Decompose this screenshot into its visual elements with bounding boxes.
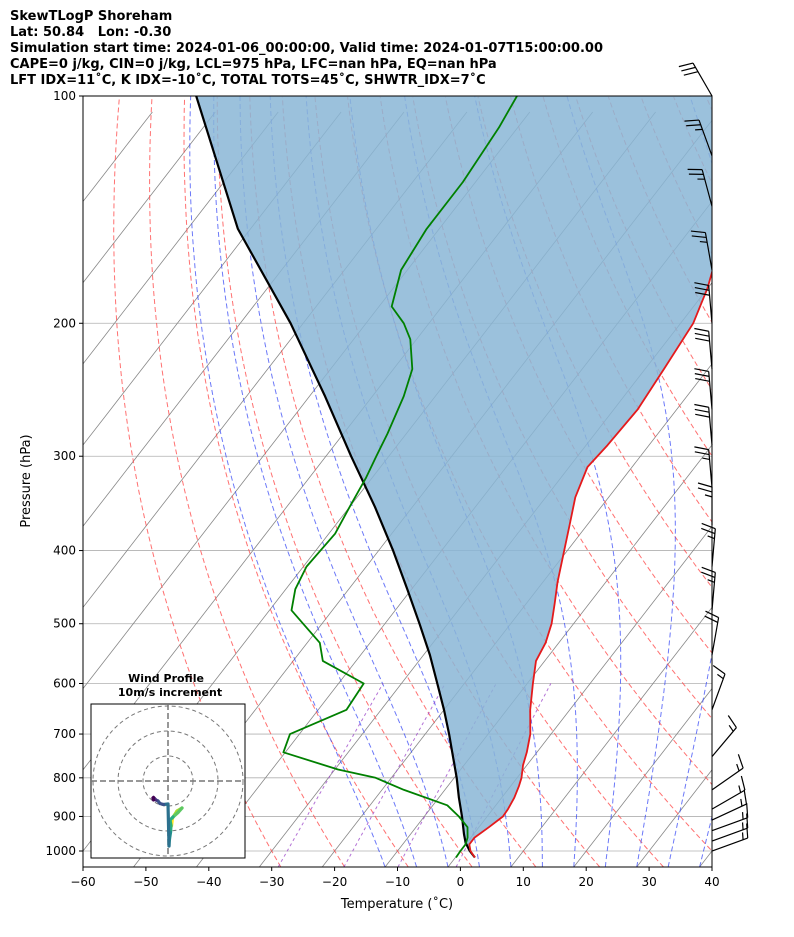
x-tick-label: 20 <box>579 875 594 889</box>
moist-adiabat <box>269 96 480 867</box>
temperature-profile-line <box>468 269 712 859</box>
wind-barb <box>694 403 713 446</box>
wind-barbs <box>678 62 749 852</box>
x-axis-label: Temperature (˚C) <box>340 896 453 912</box>
wind-barb <box>694 368 713 410</box>
isotherm-line <box>573 687 712 867</box>
wind-barb <box>711 775 746 810</box>
dry-adiabat <box>183 96 409 867</box>
wind-barb <box>711 823 749 852</box>
location-line: Lat: 50.84 Lon: -0.30 <box>10 25 172 40</box>
time-line: Simulation start time: 2024-01-06_00:00:… <box>10 41 603 56</box>
moist-adiabat <box>699 814 712 867</box>
y-tick-label: 1000 <box>45 844 76 858</box>
x-tick-label: −60 <box>70 875 95 889</box>
x-tick-label: −30 <box>259 875 284 889</box>
x-tick-label: −20 <box>322 875 347 889</box>
isotherm-line <box>510 606 712 867</box>
y-tick-label: 200 <box>53 316 76 330</box>
x-tick-label: 10 <box>516 875 531 889</box>
x-tick-label: 30 <box>641 875 656 889</box>
x-tick-label: −10 <box>385 875 410 889</box>
wind-barb <box>711 813 749 842</box>
wind-barb <box>687 168 713 207</box>
indices-line-2: LFT IDX=11˚C, K IDX=-10˚C, TOTAL TOTS=45… <box>10 73 486 88</box>
dry-adiabat <box>216 96 473 867</box>
chart-title: SkewTLogP Shoreham <box>10 9 173 24</box>
dry-adiabat <box>149 96 346 867</box>
y-tick-label: 400 <box>53 544 76 558</box>
hodograph-trace-segment <box>151 796 156 802</box>
y-axis-label: Pressure (hPa) <box>19 434 34 527</box>
wind-barb <box>711 715 737 758</box>
dry-adiabat <box>739 97 794 867</box>
cin-shaded-area <box>196 96 712 858</box>
wind-barb <box>694 446 713 488</box>
y-tick-label: 800 <box>53 771 76 785</box>
y-tick-label: 500 <box>53 617 76 631</box>
wind-barb <box>678 62 713 97</box>
moist-adiabat <box>189 96 386 867</box>
y-tick-label: 100 <box>53 89 76 103</box>
isotherm-line <box>83 111 216 284</box>
hodograph-title: Wind Profile <box>128 672 204 685</box>
wind-barb <box>697 482 713 525</box>
moist-adiabat <box>213 96 418 867</box>
wind-barb <box>694 282 713 324</box>
isotherm-line <box>447 525 712 867</box>
y-tick-label: 300 <box>53 449 76 463</box>
wind-barb <box>690 230 713 271</box>
y-tick-label: 900 <box>53 809 76 823</box>
dry-adiabat <box>772 97 794 867</box>
hodograph-subtitle: 10m/s increment <box>118 686 222 699</box>
title-block: SkewTLogP Shoreham Lat: 50.84 Lon: -0.30… <box>10 9 603 89</box>
wind-barb <box>711 754 744 791</box>
isotherm-line <box>321 363 712 867</box>
wind-barb <box>694 327 713 370</box>
hodograph-trace-segment <box>166 802 171 848</box>
wind-barb <box>704 610 720 656</box>
wind-barb <box>684 119 713 156</box>
parcel-profile-line <box>195 96 476 859</box>
wind-barb <box>701 566 716 611</box>
dry-adiabat <box>113 96 282 867</box>
wind-barb <box>701 522 716 567</box>
hodograph-inset: Wind Profile 10m/s increment <box>90 672 246 859</box>
y-tick-label: 700 <box>53 727 76 741</box>
wind-barb <box>711 803 749 832</box>
wind-barb <box>711 665 726 710</box>
mixing-ratio-line <box>277 683 384 867</box>
moist-adiabat <box>667 96 712 867</box>
dry-adiabat <box>705 96 712 112</box>
x-tick-label: 0 <box>457 875 465 889</box>
indices-line-1: CAPE=0 j/kg, CIN=0 j/kg, LCL=975 hPa, LF… <box>10 57 497 72</box>
dewpoint-profile-line <box>282 96 518 859</box>
mixing-ratio-line <box>343 683 446 867</box>
x-tick-label: −40 <box>196 875 221 889</box>
wind-barb <box>711 789 748 821</box>
moist-adiabat <box>239 96 449 867</box>
y-tick-label: 600 <box>53 677 76 691</box>
x-tick-label: −50 <box>133 875 158 889</box>
isotherm-line <box>83 111 279 365</box>
x-tick-label: 40 <box>704 875 719 889</box>
